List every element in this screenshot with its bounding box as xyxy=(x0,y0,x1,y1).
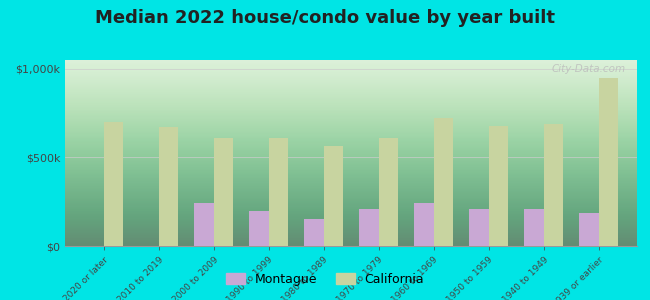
Bar xyxy=(579,213,599,246)
Bar xyxy=(324,146,343,246)
Bar xyxy=(194,202,213,246)
Bar xyxy=(378,138,398,246)
Bar xyxy=(249,212,268,246)
Bar xyxy=(599,78,617,246)
Bar xyxy=(434,118,453,246)
Bar xyxy=(414,202,434,246)
Legend: Montague, California: Montague, California xyxy=(221,268,429,291)
Bar xyxy=(543,124,563,246)
Bar xyxy=(103,122,123,246)
Bar xyxy=(359,209,378,246)
Bar xyxy=(304,218,324,246)
Bar xyxy=(489,125,508,246)
Text: Median 2022 house/condo value by year built: Median 2022 house/condo value by year bu… xyxy=(95,9,555,27)
Bar xyxy=(159,127,177,246)
Text: City-Data.com: City-Data.com xyxy=(551,64,625,74)
Bar xyxy=(213,138,233,246)
Bar xyxy=(268,138,288,246)
Bar xyxy=(469,209,489,246)
Bar xyxy=(525,209,543,246)
